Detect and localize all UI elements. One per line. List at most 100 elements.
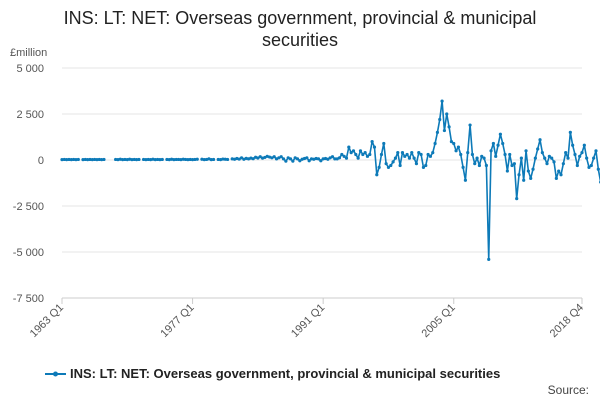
y-tick-label: 5 000 bbox=[16, 63, 44, 75]
data-point bbox=[459, 152, 463, 157]
y-tick-label: -2 500 bbox=[13, 201, 44, 213]
chart-title-line-2: securities bbox=[262, 30, 338, 50]
data-point bbox=[419, 152, 423, 157]
data-point bbox=[100, 158, 104, 162]
data-point bbox=[382, 141, 386, 146]
data-point bbox=[417, 151, 421, 155]
data-point bbox=[449, 140, 454, 144]
data-point bbox=[503, 152, 507, 157]
data-point bbox=[510, 163, 514, 168]
data-point bbox=[505, 169, 509, 173]
data-point bbox=[396, 151, 400, 155]
data-point bbox=[568, 130, 572, 134]
data-point bbox=[540, 151, 544, 155]
data-point bbox=[543, 156, 547, 160]
data-point bbox=[93, 157, 97, 162]
data-point bbox=[564, 151, 568, 155]
data-point bbox=[144, 158, 148, 162]
data-point bbox=[519, 156, 523, 160]
data-point bbox=[431, 151, 435, 155]
data-point bbox=[130, 158, 134, 162]
data-point bbox=[571, 143, 575, 147]
data-point bbox=[440, 99, 444, 103]
data-point bbox=[466, 151, 470, 155]
data-point bbox=[95, 158, 99, 162]
data-point bbox=[186, 158, 190, 162]
data-point bbox=[496, 143, 500, 147]
data-point bbox=[62, 157, 66, 162]
data-point bbox=[365, 154, 370, 158]
data-point bbox=[83, 157, 87, 162]
data-point bbox=[533, 156, 537, 160]
data-point bbox=[531, 167, 535, 171]
data-point bbox=[142, 157, 146, 162]
data-point bbox=[473, 162, 477, 166]
data-point bbox=[393, 156, 398, 160]
data-point bbox=[216, 157, 220, 162]
data-point bbox=[237, 157, 241, 161]
data-point bbox=[407, 156, 412, 160]
data-point bbox=[435, 130, 440, 134]
y-unit-label: £million bbox=[10, 47, 47, 59]
x-tick-label: 1977 Q1 bbox=[158, 302, 196, 340]
data-point bbox=[421, 165, 426, 169]
data-point bbox=[132, 157, 136, 162]
data-point bbox=[121, 158, 125, 162]
data-point bbox=[86, 158, 90, 162]
legend[interactable]: INS: LT: NET: Overseas government, provi… bbox=[45, 366, 500, 381]
data-point bbox=[135, 158, 139, 162]
data-point bbox=[330, 155, 335, 159]
data-point bbox=[561, 162, 565, 166]
data-point bbox=[114, 157, 118, 162]
data-point bbox=[74, 158, 78, 162]
y-tick-label: -5 000 bbox=[13, 247, 44, 259]
series-layer bbox=[60, 99, 600, 261]
series-line bbox=[60, 99, 600, 261]
data-point bbox=[566, 156, 570, 160]
data-point bbox=[454, 149, 458, 153]
data-point bbox=[223, 157, 227, 161]
data-point bbox=[221, 157, 225, 161]
data-point bbox=[361, 152, 365, 157]
data-point bbox=[65, 158, 69, 162]
data-point bbox=[316, 157, 321, 161]
data-point bbox=[146, 157, 150, 162]
data-point bbox=[165, 157, 169, 162]
data-point bbox=[176, 157, 181, 162]
data-point bbox=[307, 159, 311, 163]
data-point bbox=[251, 157, 255, 161]
data-point bbox=[67, 157, 71, 162]
data-point bbox=[288, 157, 293, 161]
data-point bbox=[183, 157, 188, 162]
data-point bbox=[554, 176, 558, 180]
data-point bbox=[97, 157, 101, 162]
data-point bbox=[589, 163, 593, 168]
data-point bbox=[594, 149, 598, 153]
data-point bbox=[484, 163, 488, 168]
data-point bbox=[342, 154, 346, 158]
data-point bbox=[181, 157, 185, 161]
data-point bbox=[230, 157, 234, 161]
source-label[interactable]: Source: bbox=[548, 383, 589, 397]
y-tick-labels: 5 000 2 500 0 -2 500 -5 000 -7 500 bbox=[13, 63, 44, 305]
chart-title-line-1: INS: LT: NET: Overseas government, provi… bbox=[64, 8, 537, 28]
data-point bbox=[452, 141, 456, 146]
data-point bbox=[414, 162, 419, 166]
x-tick-label: 1991 Q1 bbox=[289, 302, 327, 340]
data-point bbox=[477, 163, 481, 168]
data-point bbox=[281, 157, 286, 161]
data-point bbox=[172, 158, 176, 162]
data-point bbox=[340, 152, 344, 157]
data-point bbox=[512, 162, 516, 166]
data-point bbox=[386, 165, 391, 169]
data-point bbox=[319, 159, 323, 163]
data-point bbox=[174, 157, 178, 162]
data-point bbox=[582, 143, 586, 147]
data-point bbox=[426, 152, 430, 157]
data-point bbox=[156, 157, 160, 162]
data-point bbox=[377, 165, 381, 169]
data-point bbox=[538, 138, 542, 142]
data-point bbox=[438, 117, 442, 122]
